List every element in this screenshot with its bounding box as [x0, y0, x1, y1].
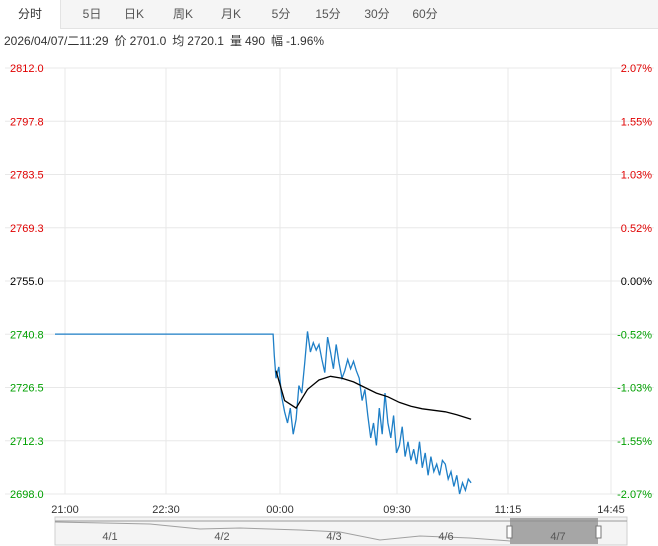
y-left-tick-label: 2783.5 [10, 170, 44, 182]
y-left-tick-label: 2797.8 [10, 116, 44, 128]
volume-label: 量 [229, 34, 242, 48]
y-left-tick-label: 2755.0 [10, 276, 44, 288]
navigator-overview-line [54, 521, 511, 542]
average-price-line [275, 370, 472, 420]
navigator-date-label: 4/3 [326, 531, 341, 543]
navigator-date-label: 4/1 [102, 531, 117, 543]
y-right-tick-label: -0.52% [617, 329, 652, 341]
price-label: 价 [114, 34, 127, 48]
volume-value: 490 [245, 34, 266, 48]
tab-intraday[interactable]: 分时 [0, 0, 61, 29]
y-right-tick-label: -1.03% [617, 383, 652, 395]
price-line [55, 331, 472, 495]
x-tick-label: 09:30 [383, 504, 411, 516]
y-right-tick-label: 0.52% [621, 223, 652, 235]
navigator-selection-window[interactable] [510, 518, 598, 544]
navigator-left-handle[interactable] [506, 525, 513, 539]
price-value: 2701.0 [129, 34, 167, 48]
y-right-tick-label: 1.03% [621, 170, 652, 182]
tab-60min[interactable]: 60分 [412, 7, 438, 21]
tab-5min[interactable]: 5分 [271, 7, 291, 21]
quote-info-line: 2026/04/07/二11:29 价 2701.0 均 2720.1 量 490 幅 -1.9… [4, 32, 330, 50]
y-left-tick-label: 2812.0 [10, 63, 44, 75]
avg-label: 均 [172, 34, 185, 48]
y-left-tick-label: 2769.3 [10, 223, 44, 235]
y-right-tick-label: -1.55% [617, 436, 652, 448]
y-left-tick-label: 2712.3 [10, 436, 44, 448]
tab-daily-k[interactable]: 日K [123, 7, 144, 21]
tab-5day[interactable]: 5日 [82, 7, 102, 21]
y-right-tick-label: 2.07% [621, 63, 652, 75]
tab-15min[interactable]: 15分 [315, 7, 341, 21]
tab-monthly-k[interactable]: 月K [220, 7, 241, 21]
navigator-right-handle[interactable] [595, 525, 602, 539]
x-tick-label: 21:00 [51, 504, 79, 516]
avg-value: 2720.1 [187, 34, 224, 48]
x-tick-label: 14:45 [597, 504, 625, 516]
x-tick-label: 11:15 [495, 504, 522, 516]
tab-30min[interactable]: 30分 [364, 7, 390, 21]
change-value: -1.96% [286, 34, 325, 48]
x-tick-label: 00:00 [266, 504, 294, 516]
change-label: 幅 [271, 34, 284, 48]
y-left-tick-label: 2740.8 [10, 329, 44, 341]
navigator-date-label: 4/7 [550, 531, 565, 543]
y-left-tick-label: 2726.5 [10, 383, 44, 395]
y-left-tick-label: 2698.0 [10, 489, 44, 501]
period-tab-bar: 分时 5日 日K 周K 月K 5分 15分 30分 60分 [0, 0, 658, 29]
tab-weekly-k[interactable]: 周K [172, 7, 193, 21]
navigator-date-label: 4/2 [214, 531, 229, 543]
navigator-date-label: 4/6 [438, 531, 453, 543]
y-right-tick-label: -2.07% [617, 489, 652, 501]
x-tick-label: 22:30 [152, 504, 180, 516]
quote-datetime: 2026/04/07/二11:29 [4, 34, 109, 48]
y-right-tick-label: 0.00% [621, 276, 652, 288]
y-right-tick-label: 1.55% [621, 116, 652, 128]
